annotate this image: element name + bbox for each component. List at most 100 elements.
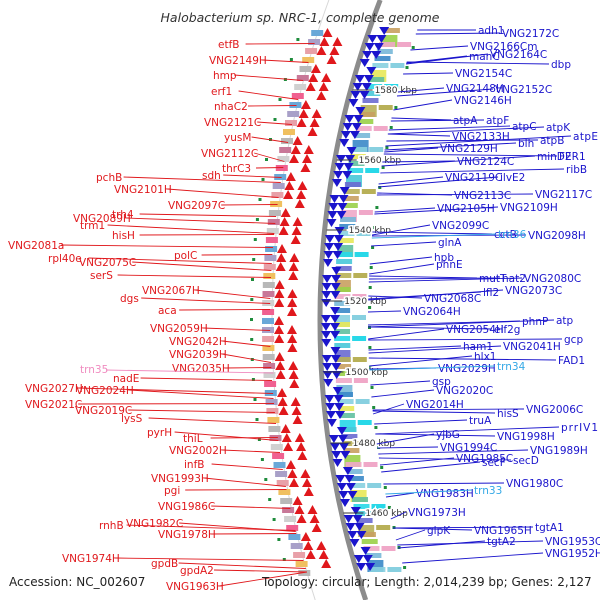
feature-box: [338, 231, 355, 236]
dot-marker: [273, 118, 277, 121]
reverse-gene-arrow: [330, 355, 341, 363]
reverse-gene-arrow: [346, 147, 357, 155]
right-gene-label: VNG2064H: [403, 306, 461, 318]
dot-marker: [368, 286, 372, 289]
feature-box: [298, 570, 311, 576]
feature-box: [334, 287, 351, 292]
forward-gene-arrow: [297, 181, 308, 190]
forward-gene-arrow: [278, 226, 289, 235]
dot-marker: [250, 318, 253, 321]
right-label-connector: [388, 125, 511, 131]
feature-box: [352, 497, 368, 502]
reverse-gene-arrow: [376, 35, 387, 43]
reverse-gene-arrow: [354, 523, 365, 531]
reverse-gene-arrow: [338, 491, 349, 499]
forward-gene-arrow: [296, 514, 307, 523]
left-gene-label: VNG2002H: [169, 445, 227, 457]
left-label-connector: [234, 74, 304, 81]
forward-gene-arrow: [316, 91, 327, 100]
right-gene-label: VNG1985C: [456, 453, 513, 465]
right-gene-label: VNG2109H: [500, 202, 558, 214]
left-gene-label: VNG2149H: [209, 55, 267, 67]
forward-gene-arrow: [300, 469, 311, 478]
left-label-connector: [78, 403, 275, 405]
reverse-gene-arrow: [324, 395, 335, 403]
right-label-connector: [371, 389, 435, 398]
feature-box: [270, 201, 283, 207]
scale-label: 1540 kbp: [349, 226, 392, 236]
left-gene-label: VNG2039H: [169, 349, 227, 361]
reverse-gene-arrow: [321, 339, 332, 347]
feature-box: [397, 42, 412, 47]
reverse-gene-arrow: [350, 91, 361, 99]
right-label-connector: [378, 176, 444, 185]
left-trna-connector: [105, 369, 274, 374]
forward-gene-arrow: [297, 451, 308, 460]
left-label-connector: [126, 217, 276, 224]
reverse-gene-arrow: [322, 275, 332, 283]
forward-gene-arrow: [326, 55, 337, 64]
reverse-gene-arrow: [336, 483, 347, 491]
left-label-connector: [179, 309, 271, 311]
feature-box: [262, 354, 275, 360]
dot-marker: [278, 98, 282, 101]
feature-box: [266, 408, 279, 414]
dot-marker: [380, 466, 384, 469]
right-gene-label: VNG2133H: [452, 131, 510, 143]
reverse-gene-arrow: [331, 363, 342, 371]
feature-box: [337, 392, 353, 397]
forward-gene-arrow: [288, 370, 299, 379]
reverse-gene-arrow: [349, 131, 360, 139]
forward-gene-arrow: [303, 541, 314, 550]
right-gene-label: VNG1980C: [506, 478, 563, 490]
right-label-connector: [406, 61, 550, 65]
left-gene-label: VNG2112C: [201, 148, 258, 160]
reverse-gene-arrow: [340, 499, 350, 507]
reverse-gene-arrow: [342, 123, 353, 131]
forward-gene-arrow: [294, 199, 305, 208]
forward-gene-arrow: [287, 343, 298, 352]
forward-gene-arrow: [285, 460, 296, 469]
right-gene-label: gsp: [432, 376, 451, 388]
feature-box: [280, 498, 293, 504]
reverse-gene-arrow: [330, 283, 341, 291]
feature-box: [345, 462, 362, 467]
feature-box: [341, 434, 358, 439]
feature-box: [263, 363, 276, 369]
right-gene-label: gcp: [564, 334, 583, 346]
feature-box: [267, 219, 280, 225]
right-label-connector: [370, 380, 431, 386]
right-label-connector: [378, 449, 529, 455]
right-label-connector: [410, 45, 469, 51]
forward-gene-arrow: [278, 406, 289, 415]
right-label-connector: [396, 88, 494, 97]
left-label-connector: [123, 176, 281, 183]
left-gene-label: VNG1993H: [151, 473, 209, 485]
reverse-gene-arrow: [339, 139, 350, 147]
right-trna-label: trn34: [497, 361, 526, 373]
forward-gene-arrow: [275, 361, 286, 370]
feature-box: [352, 357, 367, 362]
dot-marker: [373, 226, 376, 229]
left-label-connector: [115, 557, 304, 561]
feature-box: [346, 469, 363, 474]
left-label-connector: [139, 213, 277, 217]
left-gene-label: nadE: [113, 373, 139, 385]
left-gene-label: etfB: [218, 39, 239, 51]
feature-box: [268, 210, 281, 216]
right-gene-label: VNG2098H: [528, 230, 586, 242]
left-gene-label: VNG2101H: [114, 184, 172, 196]
forward-gene-arrow: [300, 100, 311, 109]
right-label-connector: [385, 135, 572, 147]
right-label-connector: [386, 139, 539, 142]
reverse-gene-arrow: [344, 475, 355, 483]
forward-gene-arrow: [283, 442, 294, 451]
reverse-gene-arrow: [329, 195, 340, 203]
left-gene-label: infB: [184, 459, 204, 471]
feature-box: [262, 318, 274, 324]
right-trna-label: trn36: [498, 229, 527, 241]
reverse-gene-arrow: [330, 323, 340, 331]
left-label-connector: [238, 90, 299, 100]
left-gene-label: VNG1978H: [158, 529, 216, 541]
left-label-connector: [262, 59, 309, 63]
